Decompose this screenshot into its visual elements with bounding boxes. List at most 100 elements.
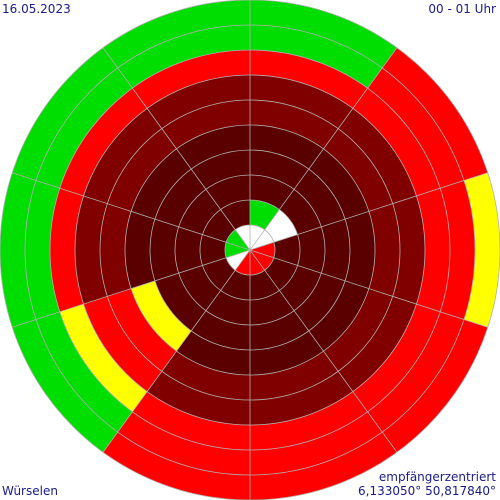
date-label: 16.05.2023	[2, 2, 71, 16]
cell-s3-r3	[294, 273, 346, 331]
grid-spoke-8	[12, 172, 251, 251]
grid-spoke-1	[249, 47, 398, 251]
cell-s1-r8	[367, 67, 464, 189]
cell-s8-r3	[154, 169, 206, 227]
cell-s6-r6	[83, 296, 162, 392]
cell-s1-r9	[382, 47, 488, 181]
location-label: Würselen	[2, 484, 58, 498]
cell-s9-r5	[161, 100, 250, 149]
cell-s2-r0	[250, 242, 276, 258]
grid-spoke-2	[249, 172, 488, 251]
cell-s5-r6	[147, 371, 250, 425]
cell-s7-r9	[0, 172, 37, 328]
coordinates-label: 6,133050° 50,817840°	[358, 484, 496, 498]
cell-s6-r0	[226, 250, 250, 271]
cell-s7-r8	[24, 180, 60, 320]
cell-s7-r0	[224, 242, 250, 258]
cell-s2-r1	[273, 234, 300, 266]
cell-s4-r5	[250, 351, 339, 400]
cell-s7-r2	[174, 226, 203, 274]
cell-s8-r9	[12, 47, 118, 181]
cell-s1-r6	[338, 108, 417, 204]
cell-s7-r4	[125, 211, 155, 289]
cell-s9-r0	[235, 225, 250, 250]
cell-s8-r5	[107, 128, 177, 212]
cell-s0-r9	[250, 0, 397, 68]
mode-label: empfängerzentriert	[378, 470, 496, 484]
cell-s7-r7	[50, 188, 84, 312]
cell-s1-r3	[294, 169, 346, 227]
cell-s6-r1	[202, 257, 236, 291]
cell-s4-r4	[250, 330, 324, 375]
cell-s8-r8	[36, 67, 133, 189]
time-range-label: 00 - 01 Uhr	[428, 2, 496, 16]
cell-s2-r8	[440, 180, 476, 320]
cell-s0-r1	[250, 200, 280, 230]
cell-s8-r0	[226, 229, 250, 250]
cell-s5-r4	[176, 330, 250, 375]
cell-s4-r7	[250, 391, 368, 450]
cell-s3-r5	[323, 288, 393, 372]
cell-s5-r7	[132, 391, 250, 450]
cell-s2-r7	[416, 188, 450, 312]
grid-spoke-7	[12, 249, 251, 328]
cell-s7-r5	[99, 203, 132, 297]
cell-s3-r1	[264, 257, 298, 291]
cell-s2-r3	[321, 219, 351, 281]
cell-s3-r4	[308, 280, 369, 352]
cell-s6-r4	[131, 280, 192, 352]
cell-s0-r0	[250, 225, 265, 250]
cell-s3-r6	[338, 296, 417, 392]
cell-s9-r8	[117, 25, 250, 89]
cell-s4-r3	[250, 310, 309, 350]
cell-s1-r1	[264, 209, 298, 243]
cell-s6-r5	[107, 288, 177, 372]
cell-s6-r9	[12, 319, 118, 453]
cell-s6-r7	[59, 304, 148, 412]
cell-s1-r5	[323, 128, 393, 212]
cell-s5-r3	[191, 310, 250, 350]
cell-s3-r7	[352, 304, 441, 412]
cell-s3-r8	[367, 311, 464, 433]
grid-spoke-4	[249, 249, 398, 453]
cell-s8-r1	[202, 209, 236, 243]
cell-s0-r5	[250, 100, 339, 149]
cell-s5-r1	[220, 270, 250, 300]
cell-s3-r9	[382, 319, 488, 453]
cell-s2-r6	[392, 195, 425, 305]
cell-s9-r9	[103, 0, 250, 68]
cell-s4-r9	[250, 432, 397, 500]
cell-s0-r7	[250, 50, 368, 109]
cell-s9-r1	[220, 200, 250, 230]
cell-s8-r2	[178, 189, 221, 235]
cell-s0-r4	[250, 125, 324, 170]
cell-s1-r2	[279, 189, 322, 235]
cell-s5-r8	[117, 411, 250, 475]
cell-s9-r7	[132, 50, 250, 109]
cell-s6-r8	[36, 311, 133, 433]
cell-s7-r6	[75, 195, 108, 305]
cell-s1-r0	[250, 229, 274, 250]
cell-s1-r4	[308, 148, 369, 220]
cell-s3-r2	[279, 265, 322, 311]
cell-s9-r4	[176, 125, 250, 170]
cell-s0-r6	[250, 75, 353, 129]
cell-s4-r0	[250, 250, 265, 275]
cell-s6-r3	[154, 273, 206, 331]
cell-s2-r5	[368, 203, 401, 297]
cell-s4-r1	[250, 270, 280, 300]
cell-s7-r1	[200, 234, 227, 266]
cell-s6-r2	[178, 265, 221, 311]
cell-s0-r8	[250, 25, 383, 89]
cell-s2-r4	[345, 211, 375, 289]
grid-spoke-6	[102, 249, 251, 453]
cell-s9-r3	[191, 150, 250, 190]
cell-s2-r9	[463, 172, 500, 328]
cell-s4-r8	[250, 411, 383, 475]
cell-s8-r4	[131, 148, 192, 220]
cell-s8-r6	[83, 108, 162, 204]
cell-s8-r7	[59, 88, 148, 196]
